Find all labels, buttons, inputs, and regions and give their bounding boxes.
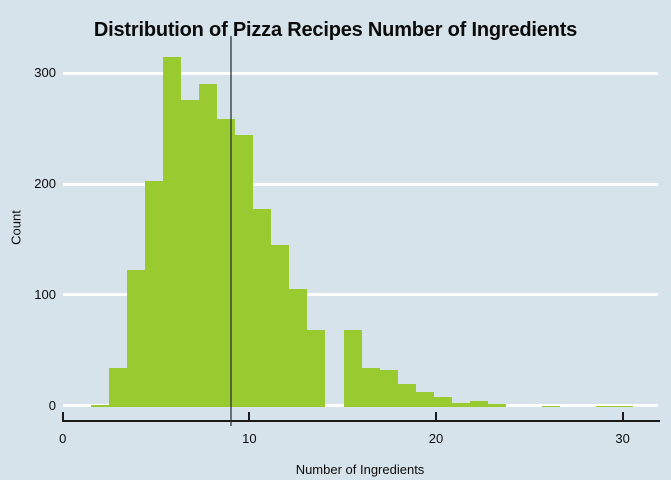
histogram-bar: [108, 368, 127, 407]
x-axis-tick: [61, 412, 64, 420]
histogram-bar: [90, 404, 109, 407]
x-tick-label: 30: [615, 431, 630, 446]
histogram-bar: [542, 405, 561, 407]
mean-reference-line: [229, 36, 232, 426]
x-axis-title: Number of Ingredients: [295, 462, 425, 477]
histogram-bar: [343, 329, 362, 407]
x-tick-label: 20: [428, 431, 444, 446]
histogram-bar: [379, 370, 398, 407]
x-axis-tick: [621, 412, 624, 420]
histogram-bar: [271, 245, 290, 407]
x-axis-tick: [434, 412, 437, 420]
x-axis-line: [62, 420, 660, 422]
histogram-bar: [433, 397, 452, 407]
histogram-bar: [361, 368, 380, 407]
histogram-bar: [144, 181, 163, 407]
y-gridline: [62, 71, 658, 75]
histogram-bar: [397, 383, 416, 407]
y-tick-label: 0: [48, 397, 56, 413]
histogram-bar: [181, 100, 200, 407]
histogram-bar: [162, 57, 181, 407]
histogram-bar: [307, 329, 326, 407]
histogram-bar: [126, 269, 145, 407]
histogram-bar: [289, 288, 308, 407]
histogram-bar: [253, 208, 272, 407]
x-axis-tick: [248, 412, 251, 420]
chart-title: Distribution of Pizza Recipes Number of …: [93, 19, 578, 41]
y-axis-title: Count: [8, 210, 24, 245]
y-tick-label: 200: [34, 176, 56, 192]
histogram-bar: [488, 403, 507, 407]
y-gridline: [62, 182, 658, 186]
histogram-bar: [614, 405, 633, 407]
y-tick-label: 100: [34, 286, 56, 302]
histogram-bar: [199, 83, 218, 407]
histogram-bar: [596, 405, 615, 407]
histogram-bar: [415, 391, 434, 407]
histogram-bar: [235, 134, 254, 407]
y-tick-label: 300: [34, 65, 56, 81]
histogram-bar: [451, 402, 470, 407]
histogram-bar: [469, 401, 489, 407]
y-gridline: [62, 293, 658, 297]
histogram-bar: [217, 119, 236, 407]
x-tick-label: 10: [242, 431, 257, 446]
x-tick-label: 0: [59, 431, 67, 446]
